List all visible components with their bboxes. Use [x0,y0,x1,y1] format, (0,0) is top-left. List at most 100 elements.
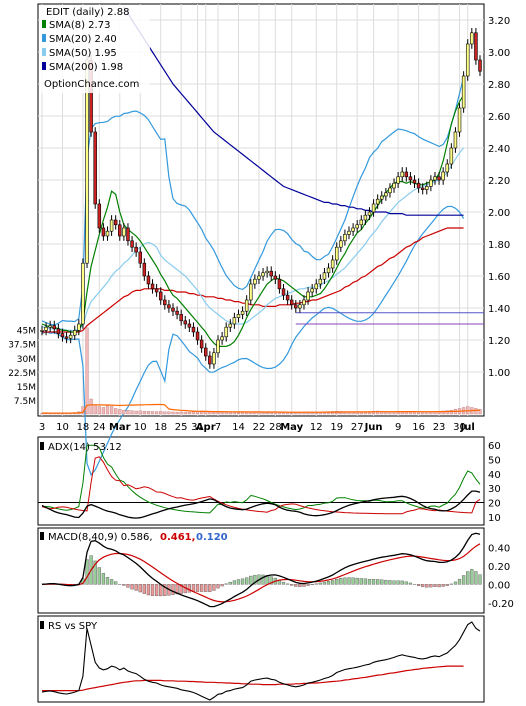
candle-body [212,352,216,365]
candle-body [183,320,188,325]
macd-hist-bar [314,583,318,585]
legend-swatch-sma20 [42,34,46,42]
candle-body [355,224,359,229]
macd-hist-bar [339,578,343,585]
volume-bar [146,410,151,415]
macd-hist-bar [425,584,429,588]
candle-body [449,147,454,165]
candle-body [441,171,445,181]
volume-bars [40,327,482,415]
x-tick-label: Mar [109,422,131,433]
candle-body [163,299,167,306]
macd-hist-bar [290,584,294,586]
volume-bar [154,411,159,415]
macd-hist-bar [240,578,245,585]
candle-body [281,288,286,296]
candle-body [474,32,478,61]
candle-body [294,304,298,309]
volume-bar [134,410,138,415]
volume-bar [89,398,93,415]
macd-hist-bar [359,578,363,585]
x-tick-label: 31 [191,422,204,433]
volume-bar [163,411,167,415]
volume-y-tick: 30M [17,355,36,365]
macd-hist-bar [445,584,449,586]
candle-body [81,262,85,325]
candle-body [437,176,441,181]
volume-bar [236,412,241,415]
macd-label: MACD(8,40,9) 0.586, [48,532,153,543]
macd-hist-bar [187,584,191,593]
macd-hist-bar [400,580,404,585]
rs-panel-frame [37,615,485,703]
candle-body [118,224,122,237]
macd-hist-bar [461,575,466,585]
adx-y-tick: 30 [488,484,501,495]
macd-hist-bar [302,584,306,587]
macd-hist-bar [326,581,331,585]
volume-bar [93,404,97,415]
candle-body [77,323,81,331]
candle-body [232,317,237,325]
candle-body [347,230,351,235]
macd-hist-bar [245,577,249,585]
candle-body [199,339,204,349]
candle-body [253,278,257,285]
volume-bar [449,410,453,415]
volume-bar [191,411,196,415]
macd-hist-bar [351,577,355,585]
candle-body [445,163,449,173]
candle-body [322,272,327,280]
candle-body [465,43,470,77]
candle-body [130,240,134,248]
candle-body [109,219,114,232]
watermark: OptionChance.com [44,79,139,90]
macd-hist-bar [433,584,437,587]
price-y-tick: 1.80 [488,240,510,251]
macd-hist-bar [367,578,372,585]
legend-sma8: SMA(8) 2.73 [49,20,110,31]
macd-hist-bar [126,584,130,588]
macd-hist-bar [93,560,97,585]
volume-bar [118,409,122,415]
candle-body [146,275,151,285]
macd-hist-bar [306,584,310,586]
candle-body [277,278,282,290]
legend-swatch-sma50 [42,48,46,56]
macd-hist-bar [216,584,220,589]
price-y-tick: 1.40 [488,304,510,315]
macd-hist-bar [335,578,339,585]
macd-signal-label: 0.461, [160,532,195,543]
adx-panel-frame [37,436,485,526]
candle-body [220,336,224,341]
macd-hist-bar [474,571,478,585]
macd-hist-bar [441,584,445,587]
macd-hist-bar [150,584,155,596]
volume-y-tick: 22.5M [8,369,36,379]
candle-body [343,234,347,242]
price-y-tick: 2.40 [488,144,510,155]
volume-bar [167,411,171,415]
macd-hist-bar [363,578,368,585]
candle-body [420,187,425,190]
macd-hist-bar [429,584,433,588]
x-tick-label: 30 [453,422,466,433]
x-tick-label: Apr [196,422,216,433]
rs-average-line [42,665,464,692]
candle-body [302,299,306,306]
macd-hist-bar [376,579,380,585]
macd-hist-bar [347,577,351,585]
macd-hist-bar [179,584,183,594]
macd-lines: 0.40 0.20 0.00 -0.20 [41,532,514,610]
candle-body [306,291,310,301]
moving-averages [41,6,465,347]
bollinger-upper [41,77,465,326]
macd-hist-bar [232,580,237,585]
x-tick-label: 16 [412,422,425,433]
macd-hist-bar [208,584,212,593]
macd-hist-bar [322,581,327,585]
candle-body [416,182,421,189]
x-tick-label: 10 [56,422,69,433]
macd-hist-bar [331,580,335,585]
